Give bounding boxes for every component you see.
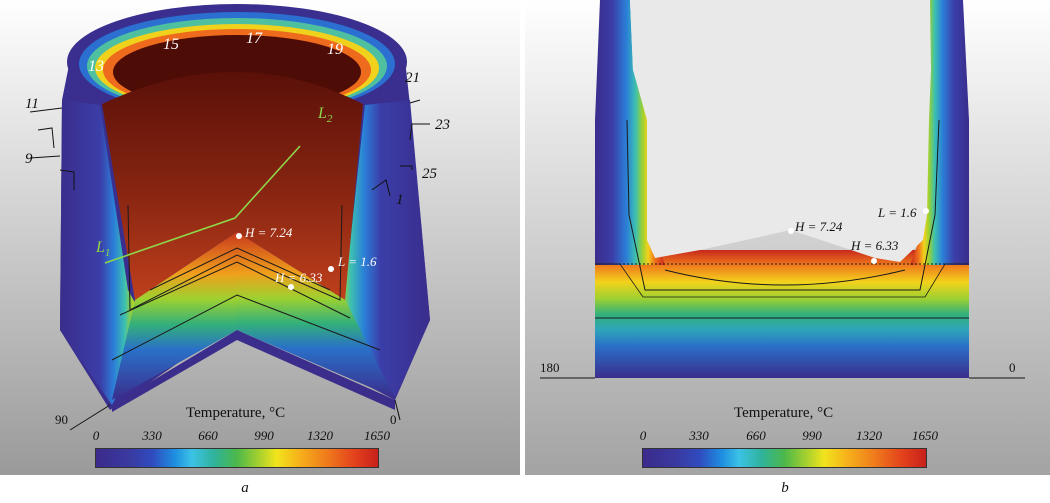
caption-b: b <box>781 480 789 496</box>
colorbar-b-tick-0: 0 <box>639 428 647 443</box>
angle-0: 0 <box>390 412 397 427</box>
num-21: 21 <box>405 70 420 86</box>
point-l-1-6 <box>328 266 334 272</box>
label-l1: L1 <box>95 239 110 259</box>
num-11: 11 <box>25 96 39 112</box>
colorbar-a-tick-0: 0 <box>92 428 100 443</box>
label-l2: L2 <box>317 105 333 125</box>
panel-a-3d-cutaway: 13 15 17 19 21 11 23 9 25 1 L2 L1 H = 7.… <box>0 0 520 475</box>
label-l-1-6: L = 1.6 <box>337 254 377 269</box>
num-19: 19 <box>327 41 343 58</box>
colorbar-b <box>642 448 927 468</box>
colorbar-b-tick-1650: 1650 <box>912 428 938 443</box>
num-23: 23 <box>435 117 450 133</box>
num-9: 9 <box>25 151 33 167</box>
colorbar-a-tick-660: 660 <box>198 428 218 443</box>
angle-90: 90 <box>55 412 68 427</box>
label-h-6-33: H = 6.33 <box>274 270 323 285</box>
num-17: 17 <box>246 30 263 47</box>
num-1: 1 <box>396 192 404 208</box>
angle-180: 180 <box>540 360 560 375</box>
hearth-3d-view: 13 15 17 19 21 11 23 9 25 1 L2 L1 H = 7.… <box>0 0 520 475</box>
colorbar-b-tick-330: 330 <box>689 428 709 443</box>
angle-b-0: 0 <box>1009 360 1016 375</box>
point-b-l-1-6 <box>923 208 929 214</box>
point-h-7-24 <box>236 233 242 239</box>
line-l1-l2 <box>104 145 301 264</box>
point-b-h-6-33 <box>871 258 877 264</box>
colorbar-b-tick-660: 660 <box>746 428 766 443</box>
colorbar-b-tick-1320: 1320 <box>856 428 882 443</box>
colorbar-a <box>95 448 379 468</box>
colorbar-b-title: Temperature, °C <box>734 405 834 421</box>
label-b-l-1-6: L = 1.6 <box>877 205 917 220</box>
hearth-cross-section: H = 7.24 H = 6.33 L = 1.6 180 0 <box>525 0 1050 475</box>
num-15: 15 <box>163 36 179 53</box>
colorbar-a-tick-1650: 1650 <box>364 428 390 443</box>
colorbar-a-tick-1320: 1320 <box>307 428 333 443</box>
point-b-h-7-24 <box>788 228 794 234</box>
colorbar-a-title: Temperature, °C <box>186 405 286 421</box>
label-h-7-24: H = 7.24 <box>244 225 293 240</box>
label-b-h-6-33: H = 6.33 <box>850 238 899 253</box>
label-b-h-7-24: H = 7.24 <box>794 219 843 234</box>
colorbar-a-tick-330: 330 <box>142 428 162 443</box>
num-13: 13 <box>88 58 104 75</box>
caption-a: a <box>241 480 249 496</box>
point-h-6-33 <box>288 284 294 290</box>
panel-b-cross-section: H = 7.24 H = 6.33 L = 1.6 180 0 Temperat… <box>525 0 1050 475</box>
colorbar-b-tick-990: 990 <box>802 428 822 443</box>
colorbar-a-tick-990: 990 <box>254 428 274 443</box>
num-25: 25 <box>422 166 438 182</box>
